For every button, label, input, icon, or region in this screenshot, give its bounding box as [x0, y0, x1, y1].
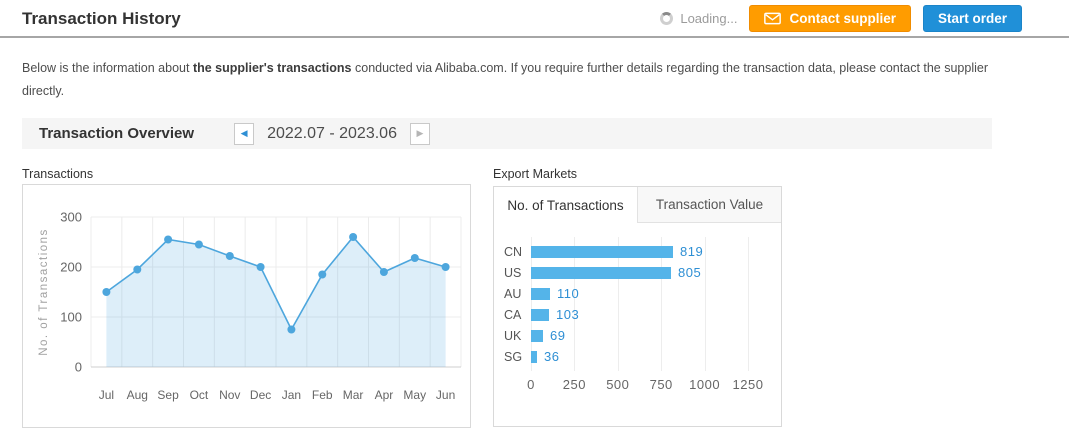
bar-chart-plot: CN 819 US 805 AU 110 CA 103 UK 69 SG 36: [504, 237, 773, 371]
svg-text:Jun: Jun: [436, 388, 455, 402]
envelope-icon: [764, 12, 782, 25]
bar-row: AU 110: [504, 283, 773, 304]
svg-text:200: 200: [60, 260, 82, 275]
bar-value-label: 103: [556, 307, 580, 322]
svg-text:Sep: Sep: [157, 388, 179, 402]
svg-text:Apr: Apr: [375, 388, 394, 402]
svg-text:Dec: Dec: [250, 388, 271, 402]
bar: [531, 329, 543, 342]
bar: [531, 245, 673, 258]
svg-text:Jan: Jan: [282, 388, 301, 402]
intro-paragraph-line2: directly.: [22, 84, 65, 98]
chevron-right-icon: ▶: [416, 128, 424, 138]
page-header: Transaction History Loading... Contact s…: [0, 0, 1069, 38]
bar: [531, 266, 671, 279]
bar-axis-tick: 500: [606, 377, 630, 392]
svg-text:May: May: [403, 388, 426, 402]
intro-paragraph: Below is the information about the suppl…: [22, 58, 1032, 79]
svg-text:Aug: Aug: [127, 388, 148, 402]
tab-transaction-value[interactable]: Transaction Value: [638, 187, 781, 223]
bar-category-label: AU: [504, 286, 522, 301]
chevron-left-icon: ◀: [240, 128, 248, 138]
next-period-button[interactable]: ▶: [409, 122, 430, 145]
intro-text-after: conducted via Alibaba.com. If you requir…: [351, 61, 989, 75]
bar: [531, 287, 550, 300]
loading-indicator: Loading...: [660, 11, 737, 26]
bar: [531, 350, 537, 363]
contact-supplier-button[interactable]: Contact supplier: [749, 5, 911, 32]
transaction-overview-bar: Transaction Overview ◀ 2022.07 - 2023.06…: [22, 118, 992, 149]
bar-value-label: 805: [678, 265, 702, 280]
svg-text:Nov: Nov: [219, 388, 240, 402]
bar-value-label: 110: [557, 286, 580, 301]
intro-text-before: Below is the information about: [22, 61, 193, 75]
bar-category-label: SG: [504, 349, 523, 364]
svg-text:Oct: Oct: [190, 388, 209, 402]
tab-no-of-transactions[interactable]: No. of Transactions: [494, 187, 638, 223]
bar-value-label: 819: [680, 244, 704, 259]
bar-axis-tick: 750: [649, 377, 673, 392]
bar-category-label: US: [504, 265, 522, 280]
bar-gridline: [704, 237, 706, 371]
bar-row: UK 69: [504, 325, 773, 346]
bar-gridline: [748, 237, 749, 371]
bar-row: CN 819: [504, 241, 773, 262]
bar-gridline: [531, 237, 532, 371]
start-order-button[interactable]: Start order: [922, 5, 1022, 32]
bar-row: SG 36: [504, 346, 773, 367]
bar-axis-tick: 1250: [732, 377, 764, 392]
bar-chart-x-axis: 0 250 500 750 1000 1250: [504, 377, 781, 393]
svg-text:Feb: Feb: [312, 388, 333, 402]
svg-text:300: 300: [60, 210, 82, 225]
bar-value-label: 36: [544, 349, 560, 364]
header-actions: Loading... Contact supplier Start order: [660, 5, 1022, 32]
bar-gridline: [661, 237, 663, 371]
bar-gridline: [617, 237, 619, 371]
date-range-navigator: ◀ 2022.07 - 2023.06 ▶: [234, 122, 430, 145]
bar-axis-tick: 0: [527, 377, 535, 392]
bar-axis-tick: 250: [562, 377, 586, 392]
intro-text-bold: the supplier's transactions: [192, 61, 352, 75]
transactions-line-chart: 0 100 200 300 Jul Aug Sep Oct Nov Dec Jan Feb Mar Apr…: [22, 184, 471, 428]
bar-row: US 805: [504, 262, 773, 283]
date-range: 2022.07 - 2023.06: [267, 124, 397, 142]
bar-category-label: UK: [504, 328, 522, 343]
svg-text:0: 0: [75, 360, 82, 375]
overview-title: Transaction Overview: [39, 125, 195, 142]
bar-row: CA 103: [504, 304, 773, 325]
start-order-label: Start order: [937, 11, 1007, 26]
svg-text:Mar: Mar: [343, 388, 364, 402]
bar-axis-tick: 1000: [689, 377, 721, 392]
loading-label: Loading...: [680, 11, 738, 26]
contact-supplier-label: Contact supplier: [789, 11, 896, 26]
line-chart-svg: 0 100 200 300 Jul Aug Sep Oct Nov Dec Jan Feb Mar Apr…: [38, 210, 462, 402]
spinner-icon: [660, 12, 674, 25]
svg-text:Jul: Jul: [99, 388, 114, 402]
export-markets-tabs: No. of Transactions Transaction Value: [494, 187, 781, 223]
export-markets-title: Export Markets: [493, 167, 578, 181]
svg-text:No. of Transactions: No. of Transactions: [38, 228, 50, 356]
bar-gridline: [574, 237, 576, 371]
export-markets-panel: No. of Transactions Transaction Value CN…: [493, 186, 782, 427]
page-title: Transaction History: [22, 9, 181, 28]
bar-value-label: 69: [550, 328, 566, 343]
bar-category-label: CN: [504, 244, 523, 259]
bar-category-label: CA: [504, 307, 522, 322]
line-chart-title: Transactions: [22, 167, 94, 181]
bar: [531, 308, 549, 321]
prev-period-button[interactable]: ◀: [234, 122, 255, 145]
svg-text:100: 100: [60, 310, 82, 325]
